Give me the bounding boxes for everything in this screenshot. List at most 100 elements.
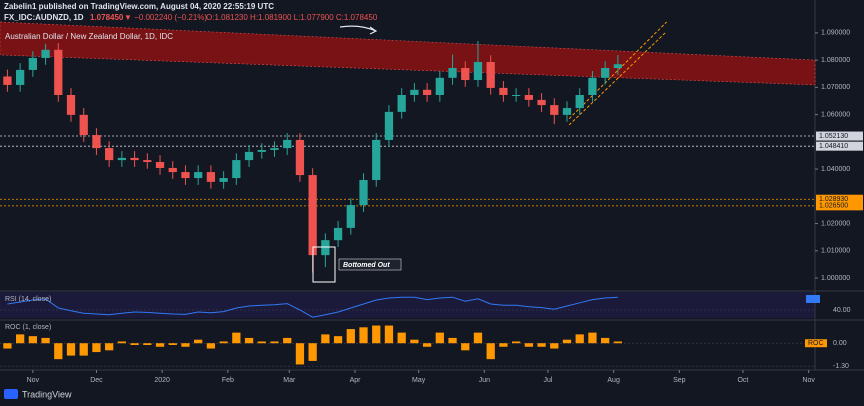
y-tick-label: 1.010000	[821, 248, 850, 255]
roc-tag-label: ROC	[808, 340, 824, 347]
roc-bar	[422, 343, 432, 347]
candle-body	[613, 64, 623, 69]
y-tick-label: 1.060000	[821, 111, 850, 118]
annotation: Bottomed Out	[343, 262, 390, 269]
candle-body	[41, 49, 50, 58]
annotation-box	[338, 258, 402, 271]
roc-bar	[461, 343, 470, 351]
level-tag	[816, 131, 863, 141]
roc-bar	[155, 343, 165, 347]
candle-body	[384, 111, 394, 140]
candle-body	[410, 89, 419, 95]
level-tag	[816, 141, 863, 151]
level-label: 1.048410	[819, 143, 848, 150]
candle-body	[79, 114, 88, 136]
roc-bar	[66, 343, 76, 356]
candle-body	[219, 178, 228, 182]
candle-body	[448, 68, 457, 78]
level-label: 1.026500	[819, 203, 848, 210]
x-tick-label: Nov	[27, 377, 40, 384]
candle-body	[473, 62, 483, 81]
roc-bar	[359, 327, 368, 344]
x-tick-label: Jul	[543, 377, 552, 384]
brand-logo	[4, 389, 18, 399]
roc-bar	[54, 343, 63, 360]
roc-bar	[41, 337, 50, 344]
x-tick-label: Nov	[802, 377, 815, 384]
roc-bar	[575, 334, 584, 344]
candle-body	[54, 49, 63, 95]
symbol: FX_IDC:AUDNZD, 1D	[4, 13, 84, 22]
roc-bar	[130, 343, 139, 345]
candle-body	[155, 161, 165, 168]
publisher: Zabelin1 published on TradingView.com, A…	[4, 2, 274, 11]
candle-body	[257, 150, 266, 152]
roc-bar	[117, 341, 127, 344]
indicator-title: RSI (14, close)	[5, 296, 51, 303]
candle-body	[16, 69, 25, 85]
candle-body	[461, 68, 470, 81]
brand: TradingView	[22, 389, 72, 399]
candle-body	[28, 57, 37, 70]
candle-body	[486, 62, 495, 88]
roc-bar	[524, 343, 533, 347]
ohlc: O:1.081230 H:1.081900 L:1.077900 C:1.078…	[206, 13, 378, 22]
x-tick-label: Sep	[673, 377, 686, 384]
x-tick-label: Apr	[350, 377, 362, 384]
candle-body	[3, 76, 12, 85]
roc-bar	[499, 343, 508, 347]
trend-line	[568, 31, 667, 126]
roc-bar	[601, 337, 610, 344]
candle-body	[499, 87, 508, 95]
roc-bar	[384, 325, 394, 344]
roc-bar	[397, 332, 406, 344]
roc-bar	[283, 337, 292, 344]
x-tick-label: Feb	[222, 377, 234, 384]
roc-bar	[194, 339, 203, 344]
roc-bar	[232, 332, 241, 344]
y-tick-label: 1.020000	[821, 220, 850, 227]
roc-bar	[3, 343, 12, 349]
indicator-title: ROC (1, close)	[5, 324, 51, 331]
roc-bar	[473, 332, 483, 344]
roc-bar	[333, 336, 343, 344]
candle-body	[308, 175, 317, 256]
candle-body	[130, 157, 139, 161]
candle-body	[435, 77, 444, 95]
chart-title: Australian Dollar / New Zealand Dollar, …	[5, 32, 173, 41]
indicator-tick-label: 40.00	[833, 307, 851, 314]
roc-bar	[181, 343, 190, 347]
roc-bar	[372, 325, 381, 344]
roc-bar	[79, 343, 88, 356]
roc-bar	[28, 336, 37, 344]
candle-body	[232, 160, 241, 179]
roc-bar	[511, 341, 521, 344]
trend-line	[568, 21, 667, 120]
candle-body	[397, 94, 406, 112]
roc-bar	[16, 334, 25, 344]
candle-body	[105, 148, 114, 161]
level-tag	[816, 194, 863, 204]
candle-body	[372, 139, 381, 180]
candle-body	[168, 167, 177, 173]
candle-body	[359, 179, 368, 206]
candle-body	[333, 227, 343, 241]
rsi-line	[7, 296, 618, 318]
candle-body	[511, 94, 521, 96]
y-tick-label: 1.000000	[821, 275, 850, 282]
candle-body	[550, 105, 559, 115]
roc-bar	[562, 339, 572, 344]
candle-body	[422, 89, 432, 95]
candle-body	[92, 135, 101, 149]
candle-body	[321, 240, 330, 256]
candle-body	[575, 94, 584, 109]
roc-bar	[486, 343, 495, 360]
roc-bar	[270, 341, 279, 344]
x-tick-label: Oct	[737, 377, 748, 384]
y-tick-label: 1.070000	[821, 84, 850, 91]
roc-bar	[448, 337, 457, 344]
x-tick-label: Jun	[479, 377, 490, 384]
candle-body	[117, 157, 127, 161]
y-tick-label: 1.040000	[821, 166, 850, 173]
y-tick-label: 1.080000	[821, 57, 850, 64]
